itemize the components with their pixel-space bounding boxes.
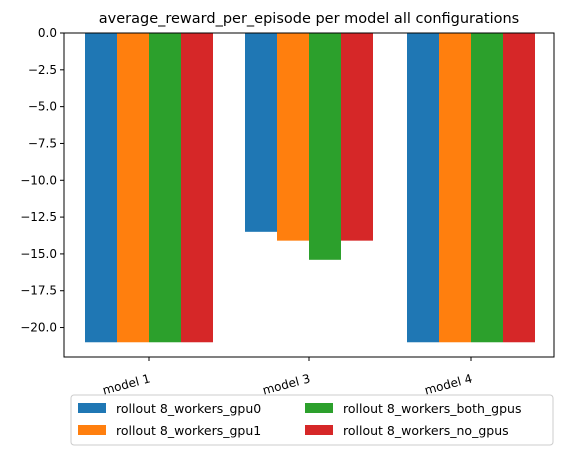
legend-label-1: rollout 8_workers_gpu0	[116, 401, 261, 416]
y-tick-label: −17.5	[20, 284, 57, 298]
bar-1-1	[85, 33, 117, 343]
bar-3-2	[309, 33, 341, 260]
chart-title: average_reward_per_episode per model all…	[99, 11, 519, 27]
bar-2-2	[277, 33, 309, 241]
y-tick-label: −2.5	[28, 63, 57, 77]
bar-2-1	[117, 33, 149, 343]
y-tick-label: −10.0	[20, 173, 57, 187]
plot-frame	[63, 32, 555, 358]
x-axis: model 1 model 3 model 4	[101, 357, 474, 398]
y-tick-label: −7.5	[28, 136, 57, 150]
x-tick-label: model 4	[423, 371, 474, 397]
legend-swatch-4	[305, 425, 333, 435]
y-axis: 0.0 −2.5 −5.0 −7.5 −10.0 −12.5 −15.0 −17.5 −20.0	[20, 26, 64, 335]
bar-1-3	[407, 33, 439, 343]
legend-swatch-1	[78, 403, 106, 413]
y-tick-label: 0.0	[38, 26, 57, 40]
x-tick-label: model 1	[101, 371, 152, 397]
bar-4-1	[181, 33, 213, 343]
bar-2-3	[439, 33, 471, 343]
legend-label-2: rollout 8_workers_gpu1	[116, 423, 261, 438]
legend-box	[70, 394, 554, 446]
legend-swatch-2	[78, 425, 106, 435]
bars-group	[85, 33, 535, 343]
bar-3-1	[149, 33, 181, 343]
bar-3-3	[471, 33, 503, 343]
legend-label-3: rollout 8_workers_both_gpus	[343, 401, 521, 416]
y-tick-label: −5.0	[28, 100, 57, 114]
y-tick-label: −15.0	[20, 247, 57, 261]
bar-1-2	[245, 33, 277, 232]
x-tick-label: model 3	[261, 371, 312, 397]
y-tick-label: −12.5	[20, 210, 57, 224]
y-tick-label: −20.0	[20, 321, 57, 335]
legend-label-4: rollout 8_workers_no_gpus	[343, 423, 509, 438]
legend-swatch-3	[305, 403, 333, 413]
bar-4-3	[503, 33, 535, 343]
bar-4-2	[341, 33, 373, 241]
